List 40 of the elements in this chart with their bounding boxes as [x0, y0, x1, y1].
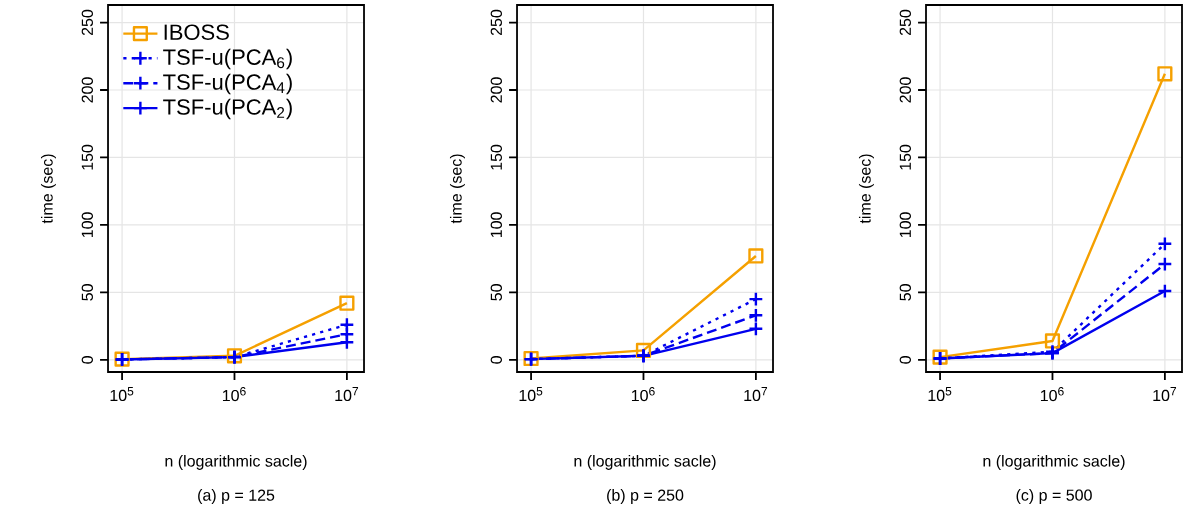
x-tick-label: 10$^{6}$: [1040, 387, 1064, 402]
y-tick-label: 200: [81, 77, 93, 103]
x-tick-label: 10$^{7}$: [744, 387, 768, 402]
y-tick-label: 50: [899, 284, 911, 301]
x-axis-title: n (logarithmic sacle): [983, 454, 1125, 470]
x-tick-label: 10$^{5}$: [519, 387, 543, 402]
y-tick-label: 150: [490, 144, 502, 170]
x-tick-label: 10$^{6}$: [631, 387, 655, 402]
y-tick-label: 50: [490, 284, 502, 301]
y-tick-label: 150: [81, 144, 93, 170]
x-axis-title: n (logarithmic sacle): [165, 454, 307, 470]
y-tick-label: 0: [490, 356, 502, 364]
y-axis-title: time (sec): [40, 154, 56, 224]
y-tick-label: 100: [81, 212, 93, 238]
y-tick-label: 100: [899, 212, 911, 238]
y-tick-label: 50: [81, 284, 93, 301]
y-tick-label: 0: [81, 356, 93, 364]
y-tick-label: 250: [490, 9, 502, 36]
text: (c) p = 500: [1016, 489, 1092, 504]
legend-label: IBOSS: [164, 24, 229, 40]
x-axis-title: n (logarithmic sacle): [574, 454, 716, 470]
x-tick-label: 10$^{6}$: [222, 387, 246, 402]
x-tick-label: 10$^{7}$: [1153, 387, 1177, 402]
x-tick-label: 10$^{7}$: [335, 387, 359, 402]
y-tick-label: 250: [899, 9, 911, 36]
legend-label: TSF-u(PCA$_{2}$): [163, 98, 292, 120]
y-tick-label: 200: [899, 77, 911, 103]
legend-label: TSF-u(PCA$_{4}$): [163, 73, 292, 95]
y-axis-title: time (sec): [449, 154, 465, 224]
text: (b) p = 250: [607, 489, 684, 504]
x-tick-label: 10$^{5}$: [110, 387, 134, 402]
y-tick-label: 100: [490, 212, 502, 238]
y-tick-label: 250: [81, 9, 93, 36]
y-tick-label: 200: [490, 77, 502, 103]
x-tick-label: 10$^{5}$: [928, 387, 952, 402]
y-axis-title: time (sec): [858, 154, 874, 224]
y-tick-label: 150: [899, 144, 911, 170]
text: (a) p = 125: [198, 489, 275, 504]
legend-label: TSF-u(PCA$_{6}$): [163, 48, 292, 70]
y-tick-label: 0: [899, 356, 911, 364]
